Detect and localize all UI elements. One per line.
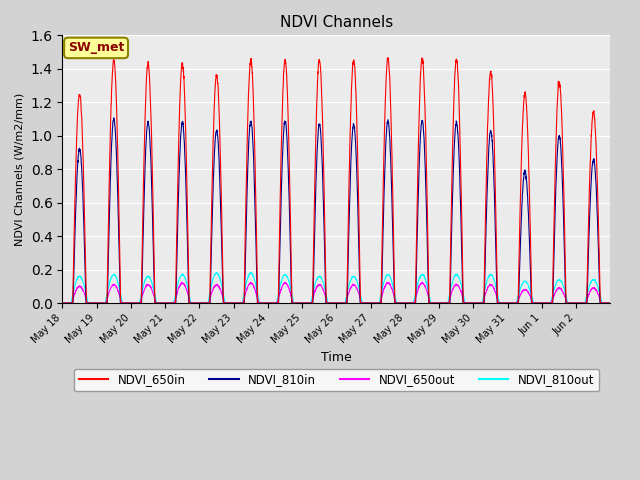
NDVI_810in bbox=[600, 300, 608, 306]
NDVI_810in bbox=[455, 155, 463, 160]
NDVI_810in bbox=[407, 300, 415, 306]
NDVI_810out bbox=[600, 300, 608, 306]
NDVI_650in bbox=[607, 300, 614, 306]
NDVI_650out bbox=[406, 300, 414, 306]
NDVI_650in bbox=[171, 300, 179, 306]
X-axis label: Time: Time bbox=[321, 351, 352, 364]
Text: SW_met: SW_met bbox=[68, 41, 124, 54]
NDVI_650out bbox=[607, 300, 614, 306]
NDVI_810in bbox=[110, 115, 118, 120]
NDVI_650out bbox=[59, 300, 67, 306]
NDVI_650out bbox=[490, 285, 498, 291]
NDVI_810in bbox=[607, 300, 614, 306]
NDVI_650in bbox=[523, 108, 531, 114]
Legend: NDVI_650in, NDVI_810in, NDVI_650out, NDVI_810out: NDVI_650in, NDVI_810in, NDVI_650out, NDV… bbox=[74, 369, 599, 391]
NDVI_650out bbox=[523, 288, 531, 293]
NDVI_810in bbox=[523, 181, 531, 187]
NDVI_810out bbox=[455, 275, 463, 281]
NDVI_810out bbox=[407, 300, 415, 306]
Title: NDVI Channels: NDVI Channels bbox=[280, 15, 393, 30]
NDVI_650out bbox=[419, 279, 426, 285]
NDVI_810in bbox=[490, 180, 498, 186]
Line: NDVI_810out: NDVI_810out bbox=[63, 273, 611, 303]
NDVI_810out bbox=[523, 280, 531, 286]
NDVI_650in bbox=[600, 300, 608, 306]
NDVI_810out bbox=[59, 300, 67, 306]
NDVI_810in bbox=[59, 300, 67, 306]
NDVI_810out bbox=[246, 270, 254, 276]
NDVI_650in bbox=[59, 300, 67, 306]
NDVI_650in bbox=[455, 98, 463, 104]
NDVI_650in bbox=[407, 300, 415, 306]
Line: NDVI_810in: NDVI_810in bbox=[63, 118, 611, 303]
NDVI_810in bbox=[171, 300, 179, 306]
NDVI_810out bbox=[171, 296, 179, 302]
NDVI_650out bbox=[455, 284, 463, 290]
NDVI_650in bbox=[384, 55, 392, 60]
NDVI_810out bbox=[490, 277, 498, 283]
NDVI_650out bbox=[171, 300, 179, 305]
Line: NDVI_650out: NDVI_650out bbox=[63, 282, 611, 303]
Y-axis label: NDVI Channels (W/m2/mm): NDVI Channels (W/m2/mm) bbox=[15, 93, 25, 246]
NDVI_810out bbox=[607, 300, 614, 306]
NDVI_650in bbox=[490, 132, 498, 138]
Line: NDVI_650in: NDVI_650in bbox=[63, 58, 611, 303]
NDVI_650out bbox=[600, 300, 608, 306]
